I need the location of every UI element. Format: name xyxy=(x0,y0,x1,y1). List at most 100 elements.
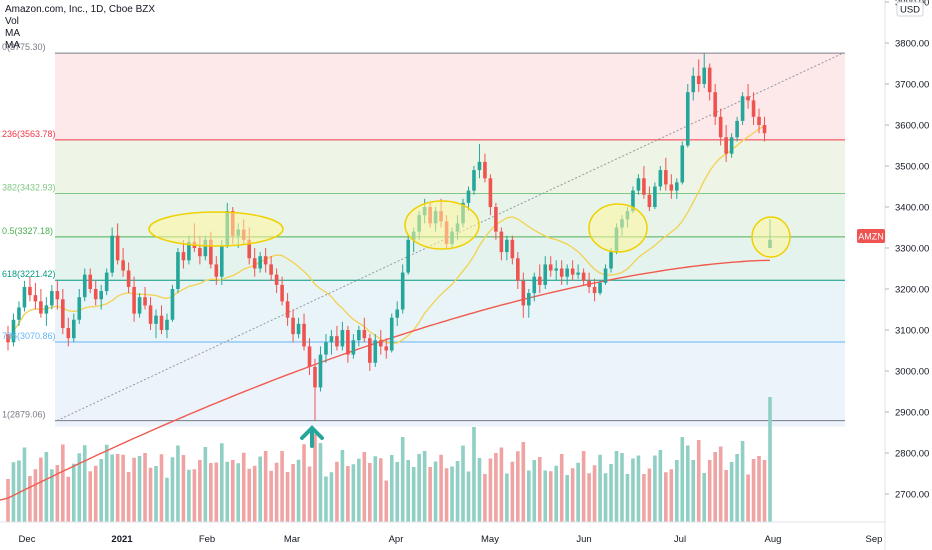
indicator-vol-label[interactable]: Vol xyxy=(5,16,19,27)
volume-bar xyxy=(702,473,707,522)
y-tick-label: 3600.00 xyxy=(895,121,929,132)
volume-bars xyxy=(6,397,772,522)
volume-bar xyxy=(77,453,82,522)
y-tick-label: 3000.00 xyxy=(895,367,929,378)
volume-bar xyxy=(510,461,515,522)
y-tick-label: 3400.00 xyxy=(895,203,929,214)
fib-label-3: 0.5(3327.18) xyxy=(2,226,53,236)
volume-bar xyxy=(647,468,652,522)
volume-bar xyxy=(642,474,646,522)
volume-bar xyxy=(411,467,416,522)
candle-body xyxy=(505,239,509,253)
candle-body xyxy=(565,268,569,277)
fib-band-5 xyxy=(55,341,845,421)
indicator-ma-label[interactable]: MA xyxy=(5,28,20,39)
volume-bar xyxy=(104,444,109,522)
candle-body xyxy=(718,116,723,138)
volume-bar xyxy=(532,460,537,522)
fib-band-0 xyxy=(55,53,845,140)
highlight-ellipse-3 xyxy=(751,216,791,258)
candle-body xyxy=(28,286,32,296)
volume-bar xyxy=(258,456,262,522)
candle-body xyxy=(696,75,701,84)
candle-body xyxy=(126,270,131,287)
volume-bar xyxy=(466,471,471,522)
volume-bar xyxy=(154,466,158,522)
volume-bar xyxy=(696,440,701,522)
volume-bar xyxy=(680,437,685,522)
candle-body xyxy=(55,291,60,300)
candle-body xyxy=(351,340,356,355)
candle-body xyxy=(302,323,306,347)
volume-bar xyxy=(307,466,312,522)
volume-bar xyxy=(6,479,10,522)
candle-body xyxy=(198,248,202,257)
candle-body xyxy=(570,268,575,275)
volume-bar xyxy=(263,451,268,522)
volume-bar xyxy=(170,457,175,522)
volume-bar xyxy=(455,461,460,522)
candle-body xyxy=(137,297,142,314)
candle-body xyxy=(735,120,739,138)
candle-body xyxy=(751,100,756,117)
x-tick-label: May xyxy=(481,534,499,545)
indicator-ma2-label[interactable]: MA xyxy=(5,40,20,51)
volume-bar xyxy=(537,457,542,522)
candle-body xyxy=(685,92,690,146)
volume-bar xyxy=(159,454,164,522)
volume-bar xyxy=(71,463,76,522)
candle-body xyxy=(66,327,71,339)
y-tick-label: 2800.00 xyxy=(895,449,929,460)
volume-bar xyxy=(378,458,383,522)
volume-bar xyxy=(280,451,284,522)
volume-bar xyxy=(428,467,432,522)
volume-bar xyxy=(33,469,38,522)
usd-badge: USD xyxy=(896,1,924,17)
volume-bar xyxy=(165,477,169,522)
candle-body xyxy=(313,366,317,388)
volume-bar xyxy=(559,454,564,522)
candle-body xyxy=(554,268,559,271)
candle-body xyxy=(740,96,745,121)
candle-body xyxy=(340,330,345,347)
volume-bar xyxy=(757,456,761,522)
candle-body xyxy=(532,276,537,294)
volume-bar xyxy=(631,458,635,522)
chart-title: Amazon.com, Inc., 1D, Cboe BZX xyxy=(5,4,156,15)
candle-body xyxy=(17,307,21,320)
candle-body xyxy=(252,258,257,269)
volume-bar xyxy=(88,471,93,522)
volume-bar xyxy=(472,427,476,522)
volume-bar xyxy=(110,454,114,522)
volume-bar xyxy=(313,434,317,522)
volume-bar xyxy=(236,463,241,522)
candle-body xyxy=(176,252,180,289)
volume-bar xyxy=(620,453,624,522)
candle-body xyxy=(159,315,164,330)
candle-body xyxy=(642,178,646,195)
volume-bar xyxy=(126,472,131,522)
volume-bar xyxy=(55,465,60,522)
fib-label-4: 618(3221.42) xyxy=(2,269,56,279)
candle-body xyxy=(187,241,191,261)
y-tick-label: 3200.00 xyxy=(895,285,929,296)
x-tick-label: Sep xyxy=(866,534,883,545)
volume-bar xyxy=(669,469,674,522)
candle-body xyxy=(587,280,591,287)
volume-bar xyxy=(592,465,597,522)
candle-body xyxy=(104,272,109,292)
volume-bar xyxy=(198,460,202,522)
volume-bar xyxy=(450,466,454,522)
volume-bar xyxy=(658,450,663,522)
candle-body xyxy=(280,284,284,302)
volume-bar xyxy=(707,460,712,522)
candle-body xyxy=(653,186,657,207)
candle-body xyxy=(219,245,224,277)
volume-bar xyxy=(548,471,553,522)
candle-body xyxy=(483,161,487,179)
volume-bar xyxy=(121,454,125,522)
candle-body xyxy=(165,319,169,330)
y-tick-label: 3500.00 xyxy=(895,162,929,173)
